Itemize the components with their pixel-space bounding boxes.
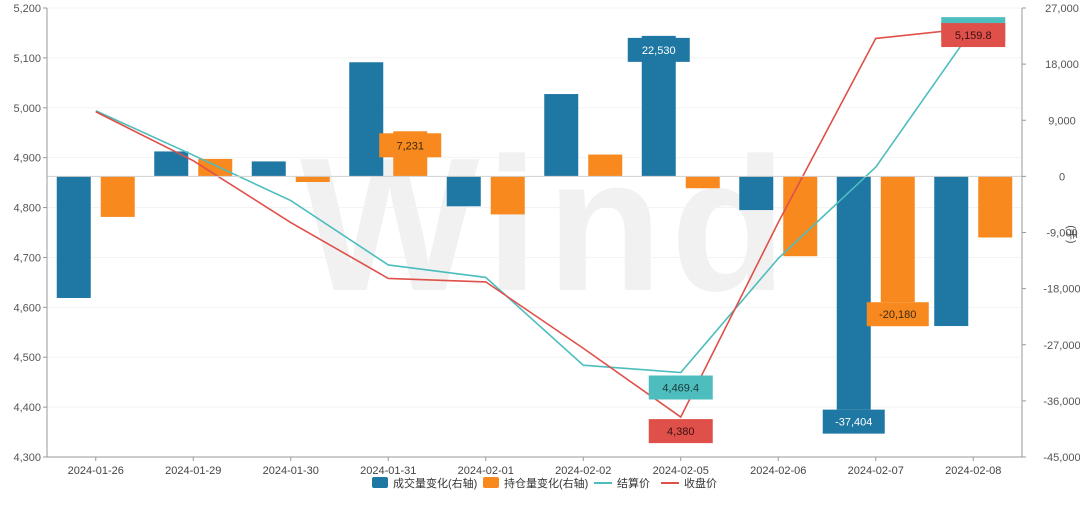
data-label: 7,231 xyxy=(396,140,424,152)
x-tick-label: 2024-01-31 xyxy=(360,465,416,477)
legend-swatch xyxy=(483,477,499,488)
data-label: 22,530 xyxy=(642,45,676,57)
right-tick-label: 27,000 xyxy=(1045,3,1079,15)
data-label: -37,404 xyxy=(835,417,872,429)
right-tick-label: -36,000 xyxy=(1043,396,1080,408)
right-tick-label: -18,000 xyxy=(1043,284,1080,296)
legend: 成交量变化(右轴) 持仓量变化(右轴) 结算价 收盘价 xyxy=(372,476,717,490)
legend-label: 成交量变化(右轴) xyxy=(393,476,477,490)
left-tick-label: 4,700 xyxy=(13,252,41,264)
data-label-box xyxy=(941,23,1006,48)
close-price-line xyxy=(95,27,974,419)
data-label: 4,380 xyxy=(667,426,695,438)
data-label-box xyxy=(627,37,690,62)
bar-volume-change xyxy=(56,176,91,298)
bar-open-interest-change xyxy=(588,154,623,177)
x-tick-label: 2024-02-07 xyxy=(848,465,904,477)
right-tick-label: -27,000 xyxy=(1043,340,1080,352)
data-label-box xyxy=(648,375,713,400)
left-tick-label: 4,900 xyxy=(13,153,41,165)
bar-volume-change xyxy=(739,176,774,211)
bar-volume-change xyxy=(446,176,481,207)
data-labels: 22,530-37,4047,231-20,1804,469.45,159.64… xyxy=(379,17,1006,444)
legend-swatch xyxy=(372,477,388,488)
left-tick-label: 5,000 xyxy=(13,103,41,115)
data-label-box xyxy=(822,409,885,434)
right-tick-label: -9,000 xyxy=(1046,228,1077,240)
right-tick-label: -45,000 xyxy=(1043,452,1080,464)
data-label-box xyxy=(866,302,929,327)
bar-open-interest-change xyxy=(490,176,525,215)
left-tick-label: 5,200 xyxy=(13,3,41,15)
axes: 5,200 5,100 5,000 4,900 4,800 4,700 4,600 4,500… xyxy=(13,3,1080,477)
data-label: -20,180 xyxy=(879,309,916,321)
left-tick-label: 4,400 xyxy=(13,402,41,414)
left-tick-label: 5,100 xyxy=(13,53,41,65)
left-tick-label: 4,800 xyxy=(13,203,41,215)
bar-volume-change xyxy=(836,176,871,410)
x-tick-label: 2024-02-06 xyxy=(750,465,806,477)
x-tick-label: 2024-02-05 xyxy=(653,465,709,477)
right-axis-unit-label: (手) xyxy=(1065,225,1079,243)
bar-volume-change xyxy=(349,62,384,177)
bar-open-interest-change xyxy=(198,158,233,177)
right-tick-label: 0 xyxy=(1059,171,1065,183)
settlement-price-line xyxy=(95,27,974,374)
bar-open-interest-change xyxy=(880,176,915,303)
x-tick-label: 2024-01-30 xyxy=(263,465,319,477)
data-label: 4,469.4 xyxy=(662,382,699,394)
data-label-box xyxy=(648,419,713,444)
data-label: 5,159.8 xyxy=(955,30,992,42)
bar-open-interest-change xyxy=(978,176,1013,238)
line-series xyxy=(95,27,974,419)
left-tick-label: 4,300 xyxy=(13,452,41,464)
x-tick-label: 2024-02-02 xyxy=(555,465,611,477)
right-tick-label: 18,000 xyxy=(1045,59,1079,71)
legend-label: 持仓量变化(右轴) xyxy=(504,476,588,490)
bar-volume-change xyxy=(251,161,286,177)
legend-label: 收盘价 xyxy=(684,476,717,490)
x-tick-label: 2024-01-29 xyxy=(165,465,221,477)
bar-open-interest-change xyxy=(783,176,818,257)
bar-series xyxy=(56,35,1013,410)
bar-open-interest-change xyxy=(295,176,330,182)
right-tick-label: 9,000 xyxy=(1048,115,1076,127)
left-tick-label: 4,500 xyxy=(13,352,41,364)
x-tick-label: 2024-02-01 xyxy=(458,465,514,477)
bar-open-interest-change xyxy=(100,176,135,217)
left-tick-label: 4,600 xyxy=(13,302,41,314)
bar-volume-change xyxy=(934,176,969,327)
x-tick-label: 2024-01-26 xyxy=(68,465,124,477)
x-tick-label: 2024-02-08 xyxy=(945,465,1001,477)
data-label-box xyxy=(379,133,442,158)
bar-open-interest-change xyxy=(685,176,720,189)
bar-volume-change xyxy=(544,94,579,177)
legend-label: 结算价 xyxy=(617,476,650,490)
